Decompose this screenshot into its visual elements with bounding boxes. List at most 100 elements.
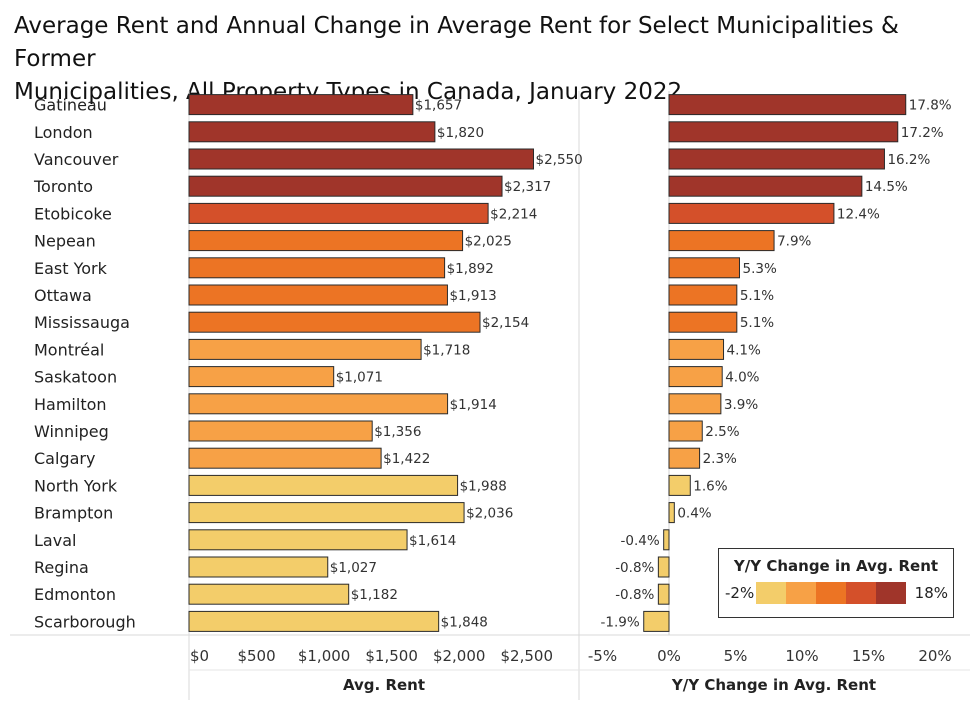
yoy-data-label: 3.9% [724,397,758,413]
category-label: Toronto [33,177,93,196]
yoy-bar [668,420,703,442]
rent-x-tick-label: $2,000 [433,647,486,665]
rent-data-label: $1,657 [415,98,462,114]
rent-bar [188,474,459,496]
rent-bar [188,393,449,415]
chart-title: Average Rent and Annual Change in Averag… [14,10,964,109]
legend-swatch [816,582,846,604]
category-label: Scarborough [34,612,136,631]
yoy-data-label: -0.8% [615,560,654,576]
category-label: North York [34,476,118,495]
color-legend: Y/Y Change in Avg. Rent -2% 18% [718,548,954,618]
rent-data-label: $2,317 [504,179,551,195]
rent-data-label: $1,913 [449,288,496,304]
rent-data-label: $2,550 [536,152,583,168]
rent-data-label: $1,988 [460,478,507,494]
yoy-data-label: 5.1% [740,288,774,304]
legend-swatch [876,582,906,604]
category-label: Saskatoon [34,368,117,387]
rent-data-label: $1,071 [336,370,383,386]
category-label: Hamilton [34,395,107,414]
rent-data-label: $1,027 [330,560,377,576]
yoy-x-tick-label: 10% [785,647,818,665]
rent-data-label: $1,422 [383,451,430,467]
rent-bar [188,447,382,469]
rent-bar [188,556,329,578]
yoy-data-label: 5.3% [742,261,776,277]
rent-data-label: $1,892 [447,261,494,277]
yoy-data-label: 2.3% [703,451,737,467]
yoy-bar [668,338,725,360]
legend-swatches [756,582,906,604]
category-label: Mississauga [34,313,130,332]
rent-bar [188,202,489,224]
rent-data-label: $2,214 [490,206,537,222]
yoy-bar [668,393,722,415]
category-label: Ottawa [34,286,92,305]
category-label: Etobicoke [34,204,112,223]
rent-x-tick-label: $500 [237,647,275,665]
rent-bar [188,420,373,442]
rent-bar [188,257,446,279]
category-label: Laval [34,531,76,550]
yoy-x-tick-label: 15% [852,647,885,665]
rent-data-label: $1,614 [409,533,456,549]
category-label: Regina [34,558,89,577]
rent-data-label: $2,036 [466,506,513,522]
yoy-data-label: 2.5% [705,424,739,440]
yoy-data-label: 1.6% [693,478,727,494]
yoy-bar [657,583,670,605]
category-label: Vancouver [34,150,119,169]
rent-bar [188,121,436,143]
yoy-bar [668,257,740,279]
yoy-x-tick-label: 20% [918,647,951,665]
rent-data-label: $1,182 [351,587,398,603]
rent-bar [188,338,422,360]
yoy-data-label: 4.0% [725,370,759,386]
yoy-bar [668,230,775,252]
yoy-bar [668,175,863,197]
yoy-bar [668,447,701,469]
rent-bar [188,366,335,388]
rent-bar [188,583,350,605]
legend-title: Y/Y Change in Avg. Rent [733,557,939,575]
rent-x-tick-label: $1,000 [298,647,351,665]
yoy-bar [668,94,907,116]
rent-bar [188,610,440,632]
rent-bar [188,284,448,306]
category-label: Nepean [34,232,96,251]
rent-bar [188,502,465,524]
category-label: London [34,123,93,142]
rent-data-label: $1,718 [423,342,470,358]
legend-swatch [846,582,876,604]
yoy-data-label: 14.5% [865,179,908,195]
yoy-data-label: 16.2% [887,152,930,168]
yoy-x-tick-label: 0% [657,647,681,665]
rent-bar [188,148,535,170]
category-label: East York [34,259,108,278]
yoy-bar [657,556,670,578]
category-label: Calgary [34,449,95,468]
yoy-bar [668,284,738,306]
category-label: Brampton [34,504,113,523]
legend-min-label: -2% [725,584,755,602]
rent-data-label: $1,356 [374,424,421,440]
rent-bar [188,230,464,252]
yoy-data-label: -0.4% [621,533,660,549]
yoy-data-label: 7.9% [777,234,811,250]
rent-bar [188,529,408,551]
yoy-data-label: 12.4% [837,206,880,222]
legend-swatch [786,582,816,604]
category-label: Montréal [34,340,104,359]
yoy-bar [668,311,738,333]
yoy-bar [663,529,670,551]
yoy-data-label: 17.8% [909,98,952,114]
rent-x-tick-label: $0 [190,647,209,665]
rent-data-label: $1,848 [441,614,488,630]
yoy-x-axis-title: Y/Y Change in Avg. Rent [671,676,876,694]
category-label: Gatineau [34,96,107,115]
yoy-bar [668,366,723,388]
rent-x-tick-label: $1,500 [365,647,418,665]
yoy-bar [643,610,670,632]
yoy-x-tick-label: -5% [588,647,617,665]
